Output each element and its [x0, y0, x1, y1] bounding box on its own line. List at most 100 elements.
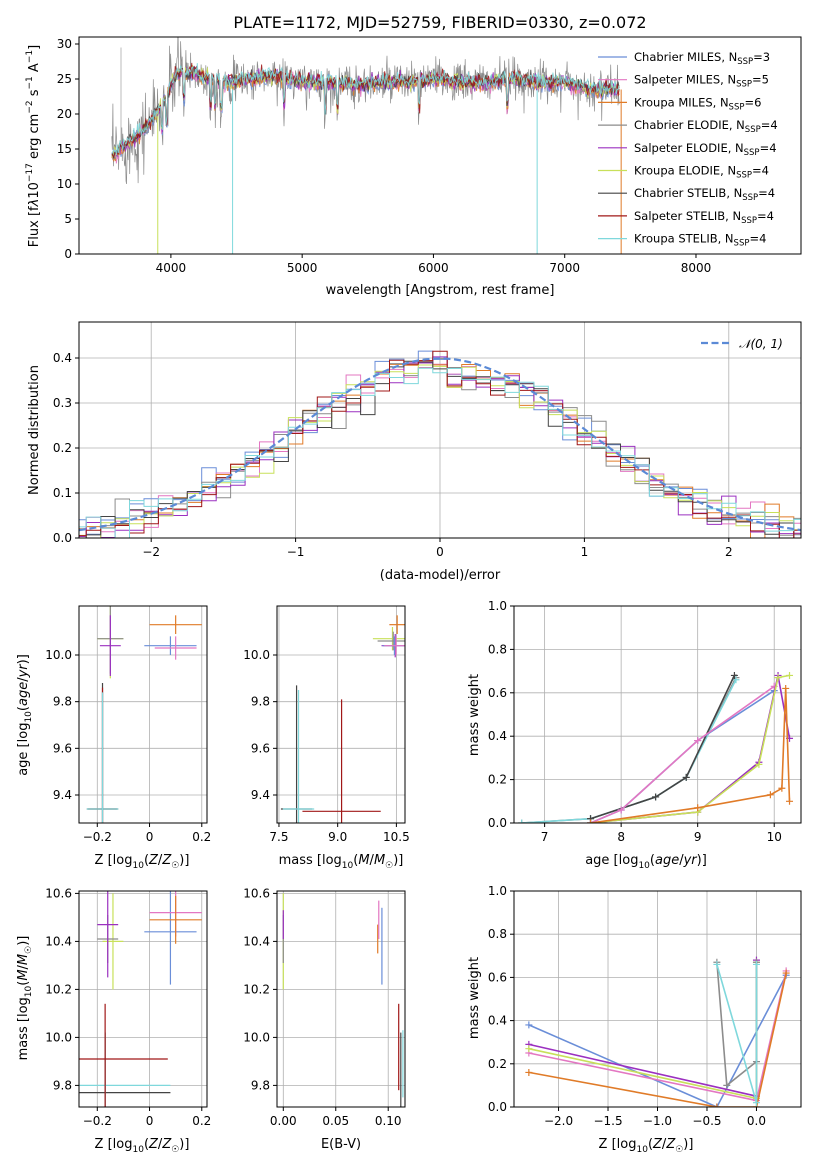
y-tick-label: 0.0	[488, 1100, 507, 1114]
mass-weight-vs-age-ylabel: mass weight	[467, 674, 482, 756]
y-tick-label: 0.8	[488, 927, 507, 941]
x-tick-label: 5000	[287, 261, 318, 275]
legend-label: Chabrier STELIB, NSSP=4	[634, 186, 775, 203]
x-tick-label: 7000	[549, 261, 580, 275]
model-spectrum-line	[111, 62, 620, 158]
mass-weight-marker	[786, 797, 794, 805]
x-tick-label: 0.10	[375, 1114, 402, 1128]
spectrum-legend: Chabrier MILES, NSSP=3 Salpeter MILES, NS…	[598, 50, 778, 249]
y-tick-label: 9.4	[53, 788, 72, 802]
mass-weight-marker	[713, 1103, 721, 1107]
y-tick-label: 10.2	[243, 982, 270, 996]
axes-frame	[276, 605, 406, 824]
mass-weight-marker	[782, 684, 790, 692]
axes-frame	[78, 321, 802, 539]
axes-frame	[78, 36, 802, 255]
y-tick-label: 0.2	[488, 1057, 507, 1071]
y-tick-label: 25	[57, 72, 72, 86]
y-tick-label: 0.6	[488, 970, 507, 984]
x-tick-label: 4000	[156, 261, 187, 275]
y-tick-label: 0	[64, 247, 72, 261]
y-tick-label: 10	[57, 177, 72, 191]
age-vs-z-ylabel: age [log10(age/yr)]	[16, 654, 34, 776]
residuals-xlabel: (data-model)/error	[380, 568, 501, 583]
y-tick-label: 1.0	[488, 599, 507, 613]
mass-weight-marker	[786, 671, 794, 679]
x-tick-label: 7	[541, 830, 549, 844]
error-bars	[280, 615, 405, 823]
y-tick-label: 10.6	[45, 886, 72, 900]
y-tick-label: 0.0	[53, 531, 72, 545]
y-tick-label: 5	[64, 212, 72, 226]
legend-label: Chabrier MILES, NSSP=3	[634, 50, 770, 67]
mass-weight-line	[590, 685, 775, 823]
mass-weight-marker	[525, 1068, 533, 1076]
residuals-panel: −2 −1 0 1 2 0.0 0.1 0.2 0.3 0.4 𝒩(0, 1)	[53, 321, 802, 559]
y-tick-label: 10.6	[243, 886, 270, 900]
y-tick-label: 0.4	[488, 729, 507, 743]
x-tick-label: 0.05	[322, 1114, 349, 1128]
mass-weight-vs-age-xlabel: age [log10(age/yr)]	[585, 853, 707, 871]
mass-weight-marker	[774, 674, 782, 682]
mass-weight-lines	[518, 671, 794, 823]
mass-weight-vs-z-panel: −2.0 −1.5 −1.0 −0.5 0.0 0.0 0.2 0.4 0.6 0.8 1.0	[488, 884, 802, 1128]
y-tick-label: 9.8	[53, 1078, 72, 1092]
legend-label: Salpeter MILES, NSSP=5	[634, 73, 769, 90]
age-vs-mass-panel: 7.5 9.0 10.5 9.4 9.6 9.8 10.0	[243, 605, 410, 844]
y-tick-label: 0.6	[488, 686, 507, 700]
mass-weight-marker	[723, 1081, 731, 1089]
legend-label: Chabrier ELODIE, NSSP=4	[634, 118, 778, 135]
mass-weight-marker	[617, 806, 625, 814]
x-tick-label: −2.0	[544, 1114, 573, 1128]
y-tick-label: 0.0	[488, 816, 507, 830]
mass-weight-line	[528, 974, 787, 1107]
mass-weight-marker	[755, 760, 763, 768]
x-tick-label: −1	[287, 545, 305, 559]
mass-weight-line	[528, 972, 787, 1107]
mass-weight-line	[590, 688, 791, 823]
y-tick-label: 10.0	[45, 648, 72, 662]
axes-frame	[78, 890, 208, 1108]
y-tick-label: 10.0	[45, 1030, 72, 1044]
y-tick-label: 1.0	[488, 884, 507, 898]
x-tick-label: 6000	[418, 261, 449, 275]
age-vs-z-panel: −0.2 0 0.2 9.4 9.6 9.8 10.0	[45, 605, 211, 844]
x-tick-label: 2	[725, 545, 733, 559]
x-tick-label: −0.5	[692, 1114, 721, 1128]
residual-histogram-line	[79, 367, 801, 538]
mass-vs-z-ylabel: mass [log10(M/M☉)]	[16, 936, 34, 1061]
x-tick-label: −2	[142, 545, 160, 559]
y-tick-label: 9.8	[251, 695, 270, 709]
y-tick-label: 0.4	[53, 351, 72, 365]
spectrum-ylabel: Flux [fλ10−17 erg cm−2 s−1 A−1]	[25, 45, 42, 247]
mass-vs-ebv-xlabel: E(B-V)	[321, 1137, 361, 1152]
histogram-lines	[79, 350, 801, 538]
mass-weight-marker	[782, 969, 790, 977]
axes-frame	[513, 890, 802, 1108]
mass-weight-marker	[694, 737, 702, 745]
spectrum-lines	[111, 37, 622, 254]
x-tick-label: 0.00	[270, 1114, 297, 1128]
y-tick-label: 9.8	[251, 1078, 270, 1092]
mass-weight-marker	[778, 784, 786, 792]
x-tick-label: −1.0	[643, 1114, 672, 1128]
y-tick-label: 0.4	[488, 1014, 507, 1028]
x-tick-label: 8000	[681, 261, 712, 275]
x-tick-label: 0.0	[747, 1114, 766, 1128]
spectrum-panel: 4000 5000 6000 7000 8000 0 5 10 15 20 25 30	[57, 36, 802, 275]
y-tick-label: 20	[57, 107, 72, 121]
mass-weight-marker	[766, 791, 774, 799]
x-tick-label: 0	[146, 1114, 154, 1128]
mass-vs-ebv-panel: 0.00 0.05 0.10 9.8 10.0 10.2 10.4 10.6	[243, 886, 406, 1128]
y-tick-label: 15	[57, 142, 72, 156]
x-tick-label: 9	[694, 830, 702, 844]
mass-weight-marker	[587, 819, 595, 823]
legend-label: Salpeter ELODIE, NSSP=4	[634, 141, 777, 158]
x-tick-label: 0.2	[192, 1114, 211, 1128]
normal-reference-curve	[79, 357, 801, 532]
x-tick-label: 9.0	[328, 830, 347, 844]
y-tick-label: 10.4	[45, 934, 72, 948]
error-bars	[282, 893, 404, 1107]
mass-weight-marker	[682, 773, 690, 781]
